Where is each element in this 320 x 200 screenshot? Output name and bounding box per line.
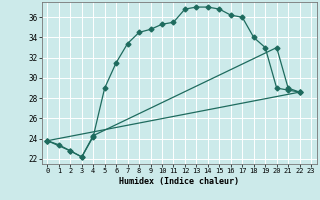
X-axis label: Humidex (Indice chaleur): Humidex (Indice chaleur) bbox=[119, 177, 239, 186]
